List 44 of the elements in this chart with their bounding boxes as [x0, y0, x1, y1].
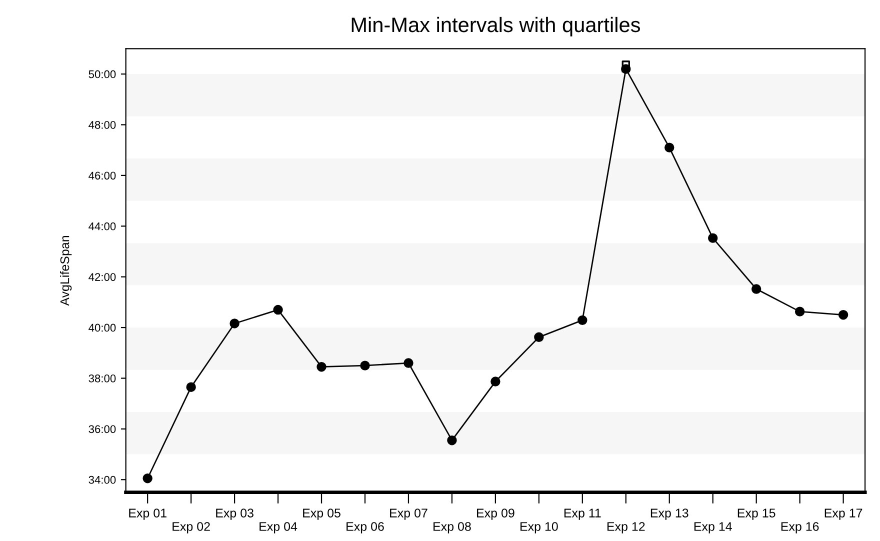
y-tick-label: 46:00	[88, 172, 116, 180]
x-tick-label: Exp 16	[781, 522, 819, 534]
x-tick-label: Exp 11	[564, 508, 601, 520]
point	[578, 315, 588, 326]
y-tick-label: 44:00	[88, 222, 116, 230]
point	[186, 382, 196, 392]
y-tick-label: 48:00	[88, 121, 116, 129]
point	[794, 306, 805, 316]
x-tick-label: Exp 14	[694, 522, 732, 534]
point	[490, 376, 500, 386]
x-tick-label: Exp 01	[129, 508, 166, 520]
x-tick-label: Exp 09	[477, 508, 514, 520]
y-axis-title: AvgLifeSpan	[60, 236, 72, 306]
x-tick-label: Exp 04	[260, 522, 298, 534]
y-tick-label: 40:00	[88, 324, 116, 332]
y-tick-label: 42:00	[88, 273, 116, 281]
point	[751, 284, 762, 294]
y-tick-label: 34:00	[88, 476, 116, 484]
x-tick-label: Exp 02	[172, 522, 210, 534]
point	[447, 435, 457, 446]
point	[142, 474, 152, 484]
x-tick-label: Exp 08	[434, 522, 471, 534]
x-tick-label: Exp 15	[738, 508, 776, 520]
point	[664, 142, 674, 152]
x-tick-label: Exp 07	[390, 508, 428, 520]
x-tick-label: Exp 12	[607, 522, 645, 534]
point	[316, 362, 326, 372]
x-tick-label: Exp 03	[216, 508, 254, 520]
point	[534, 332, 544, 342]
point	[360, 360, 370, 370]
x-tick-label: Exp 13	[650, 508, 688, 520]
x-tick-label: Exp 17	[824, 508, 862, 520]
point	[230, 318, 240, 328]
point	[708, 233, 718, 243]
y-tick-label: 38:00	[88, 374, 116, 382]
x-tick-label: Exp 06	[346, 522, 384, 534]
point	[838, 310, 848, 320]
x-tick-label: Exp 05	[303, 508, 340, 520]
x-tick-label: Exp 10	[520, 522, 558, 534]
y-tick-label: 36:00	[88, 425, 116, 434]
point	[404, 358, 414, 368]
point	[273, 304, 283, 315]
chart-title: Min-Max intervals with quartiles	[352, 16, 640, 36]
y-tick-label: 50:00	[88, 70, 116, 78]
